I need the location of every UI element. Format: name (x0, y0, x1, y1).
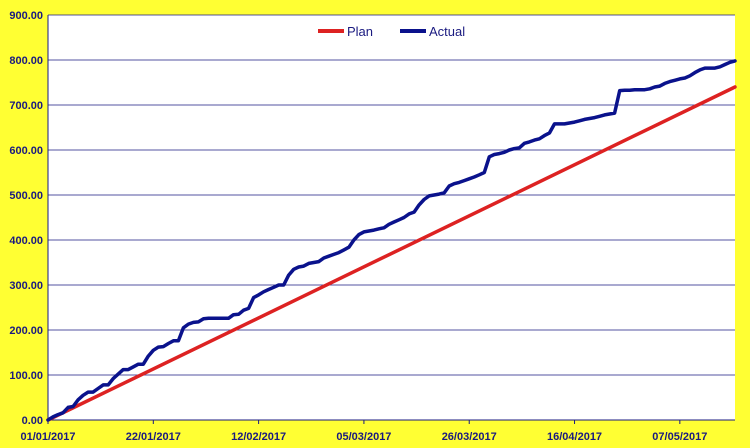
x-tick-label: 22/01/2017 (126, 431, 181, 443)
x-tick-label: 07/05/2017 (652, 431, 707, 443)
series-lines (46, 59, 737, 422)
series-line-actual (46, 59, 737, 422)
x-tick-label: 16/04/2017 (547, 431, 602, 443)
y-tick-label: 700.00 (9, 100, 43, 112)
x-tick-label: 26/03/2017 (442, 431, 497, 443)
plot-area (48, 15, 735, 420)
gridlines (47, 14, 735, 421)
y-tick-label: 200.00 (9, 325, 43, 337)
x-axis-ticks: 01/01/2017 22/01/2017 12/02/2017 05/03/2017… (20, 420, 707, 443)
series-line-plan (46, 85, 737, 422)
y-tick-label: 800.00 (9, 55, 43, 67)
legend-label: Actual (429, 24, 465, 39)
legend: Plan Actual (318, 24, 465, 39)
x-tick-label: 12/02/2017 (231, 431, 286, 443)
y-tick-label: 600.00 (9, 145, 43, 157)
y-tick-label: 900.00 (9, 10, 43, 22)
y-tick-label: 500.00 (9, 190, 43, 202)
y-tick-label: 0.00 (22, 415, 43, 427)
x-tick-label: 01/01/2017 (20, 431, 75, 443)
y-axis-ticks: 0.00 100.00 200.00 300.00 400.00 500.00 600.00… (9, 10, 43, 427)
y-tick-label: 400.00 (9, 235, 43, 247)
y-tick-label: 300.00 (9, 280, 43, 292)
x-tick-label: 05/03/2017 (336, 431, 391, 443)
legend-label: Plan (347, 24, 373, 39)
y-tick-label: 100.00 (9, 370, 43, 382)
